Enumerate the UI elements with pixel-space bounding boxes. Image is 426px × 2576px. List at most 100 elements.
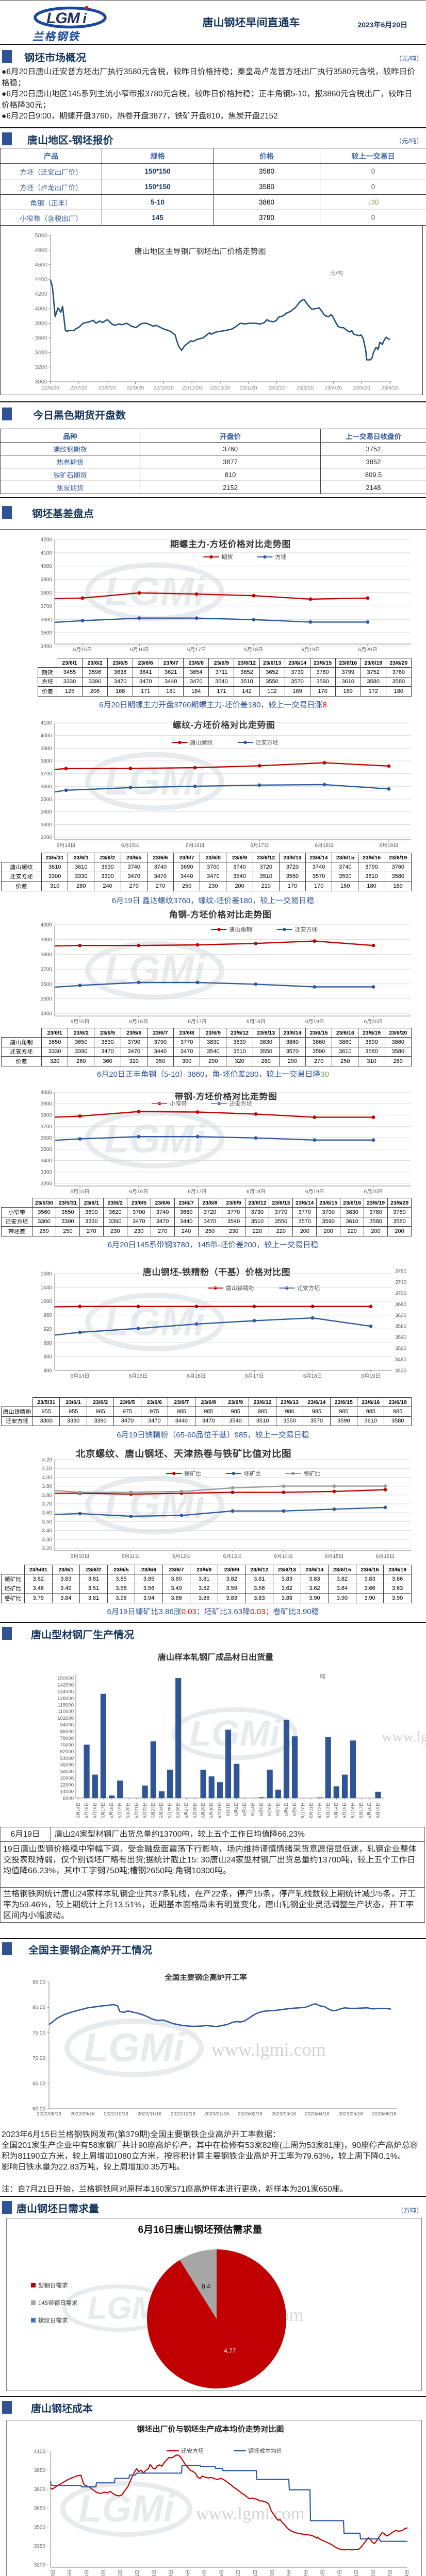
svg-text:LGM: LGM (46, 10, 80, 27)
svg-text:迁安方坯: 迁安方坯 (181, 2448, 204, 2454)
svg-text:6月11日: 6月11日 (308, 1802, 314, 1818)
svg-text:6月8日: 6月8日 (284, 1802, 289, 1816)
svg-text:3.70: 3.70 (42, 1502, 53, 1507)
svg-text:5月22日: 5月22日 (142, 1802, 147, 1818)
svg-text:5月19日: 5月19日 (117, 1802, 122, 1818)
svg-text:5月21日: 5月21日 (134, 1802, 139, 1818)
svg-text:2022/11/16: 2022/11/16 (138, 2111, 162, 2117)
svg-text:3.20: 3.20 (42, 1546, 53, 1552)
svg-text:3月15日: 3月15日 (185, 2570, 190, 2576)
svg-text:86000: 86000 (60, 1729, 74, 1735)
svg-text:6月11日: 6月11日 (122, 1554, 140, 1560)
svg-text:4000: 4000 (41, 1090, 53, 1096)
svg-text:800: 800 (43, 1368, 52, 1374)
svg-text:5月24日: 5月24日 (354, 2570, 359, 2576)
svg-text:6月18日: 6月18日 (247, 1019, 266, 1025)
svg-text:6月4日: 6月4日 (250, 1802, 255, 1816)
svg-text:3400: 3400 (35, 350, 47, 356)
svg-text:6月12日: 6月12日 (172, 1554, 191, 1560)
svg-text:LGMi: LGMi (84, 2025, 185, 2070)
svg-text:3500: 3500 (41, 996, 53, 1002)
svg-text:螺矿比: 螺矿比 (184, 1470, 201, 1477)
svg-text:5月14日: 5月14日 (75, 1802, 80, 1818)
svg-text:3800: 3800 (35, 320, 47, 327)
svg-text:118000: 118000 (58, 1702, 74, 1708)
svg-text:1月18日: 1月18日 (50, 2570, 55, 2576)
svg-text:2月1日: 2月1日 (84, 2570, 89, 2576)
svg-text:4100: 4100 (34, 2449, 46, 2455)
svg-text:3700: 3700 (41, 771, 53, 777)
svg-text:3900: 3900 (41, 746, 53, 752)
svg-text:65.00: 65.00 (32, 2081, 45, 2087)
svg-text:3000: 3000 (35, 379, 47, 385)
svg-text:型钢日需求: 型钢日需求 (38, 2282, 68, 2289)
svg-text:1月25日: 1月25日 (67, 2570, 72, 2576)
svg-text:4400: 4400 (35, 277, 47, 283)
svg-text:6月16日: 6月16日 (350, 1802, 355, 1818)
svg-text:6月19日: 6月19日 (301, 647, 320, 653)
svg-text:迁安方坯: 迁安方坯 (256, 739, 278, 746)
svg-text:5月17日: 5月17日 (101, 1802, 106, 1818)
svg-text:5月31日: 5月31日 (217, 1802, 222, 1818)
svg-text:75.00: 75.00 (32, 2030, 45, 2036)
svg-text:22/10/20: 22/10/20 (154, 385, 174, 391)
svg-text:3.50: 3.50 (42, 1519, 53, 1525)
svg-text:LGMi: LGMi (105, 1299, 206, 1344)
svg-text:6月19日: 6月19日 (375, 1802, 380, 1818)
svg-text:LGMi: LGMi (105, 569, 206, 614)
svg-text:唐山角钢: 唐山角钢 (230, 926, 252, 933)
svg-text:2023/02/16: 2023/02/16 (238, 2111, 263, 2117)
svg-text:5月28日: 5月28日 (192, 1802, 197, 1818)
svg-text:3650: 3650 (34, 2506, 46, 2512)
svg-text:6月16日: 6月16日 (186, 843, 205, 849)
svg-text:LGMi: LGMi (105, 758, 206, 804)
svg-text:2月22日: 2月22日 (135, 2570, 140, 2576)
svg-text:3300: 3300 (41, 822, 53, 828)
svg-text:迁安方坯: 迁安方坯 (297, 1285, 320, 1292)
svg-text:6月14日: 6月14日 (334, 1802, 339, 1818)
svg-text:1080: 1080 (41, 1272, 53, 1277)
svg-text:6月19日: 6月19日 (362, 1374, 381, 1379)
svg-text:5月26日: 5月26日 (175, 1802, 181, 1818)
svg-text:6月17日: 6月17日 (188, 1189, 207, 1195)
svg-text:4.77: 4.77 (224, 2347, 236, 2354)
svg-text:23/2/20: 23/2/20 (268, 385, 286, 391)
svg-text:www.lgmi.com: www.lgmi.com (196, 2504, 305, 2523)
svg-text:LGMi: LGMi (105, 1482, 206, 1528)
svg-text:4800: 4800 (35, 247, 47, 253)
svg-text:6月17日: 6月17日 (187, 647, 206, 653)
svg-text:6月18日: 6月18日 (303, 1374, 322, 1379)
svg-text:840: 840 (43, 1354, 52, 1360)
svg-text:2022/09/16: 2022/09/16 (70, 2111, 95, 2117)
svg-text:22/12/20: 22/12/20 (210, 385, 231, 391)
svg-text:3300: 3300 (41, 1170, 53, 1175)
svg-text:方坯: 方坯 (275, 554, 287, 561)
svg-text:60.00: 60.00 (32, 2107, 45, 2112)
svg-text:5月30日: 5月30日 (208, 1802, 214, 1818)
svg-text:134000: 134000 (57, 1689, 74, 1694)
svg-text:3740: 3740 (395, 1280, 407, 1285)
svg-text:5月25日: 5月25日 (167, 1802, 172, 1818)
svg-text:6月1日: 6月1日 (225, 1802, 231, 1816)
svg-text:102000: 102000 (57, 1716, 74, 1721)
svg-text:23/5/20: 23/5/20 (353, 385, 371, 391)
svg-text:6月20日: 6月20日 (358, 647, 378, 653)
svg-text:3500: 3500 (41, 1147, 53, 1153)
svg-text:1000: 1000 (41, 1299, 53, 1304)
svg-text:6月16日: 6月16日 (129, 1019, 148, 1025)
svg-text:5月27日: 5月27日 (184, 1802, 189, 1818)
svg-text:62000: 62000 (60, 1749, 74, 1755)
svg-text:6月16日: 6月16日 (130, 647, 149, 653)
svg-text:3900: 3900 (41, 1101, 53, 1107)
svg-text:54000: 54000 (60, 1756, 74, 1761)
svg-text:螺纹日需求: 螺纹日需求 (38, 2317, 68, 2324)
svg-text:22/11/20: 22/11/20 (182, 385, 202, 391)
svg-text:3500: 3500 (41, 631, 53, 636)
svg-text:6月16日: 6月16日 (187, 1374, 206, 1379)
svg-text:4.00: 4.00 (42, 1475, 53, 1481)
svg-text:4月26日: 4月26日 (286, 2570, 291, 2576)
svg-text:4000: 4000 (41, 923, 53, 928)
svg-text:22/6/20: 22/6/20 (42, 385, 59, 391)
svg-text:5月15日: 5月15日 (84, 1802, 89, 1818)
svg-text:2023/06/16: 2023/06/16 (372, 2111, 397, 2117)
